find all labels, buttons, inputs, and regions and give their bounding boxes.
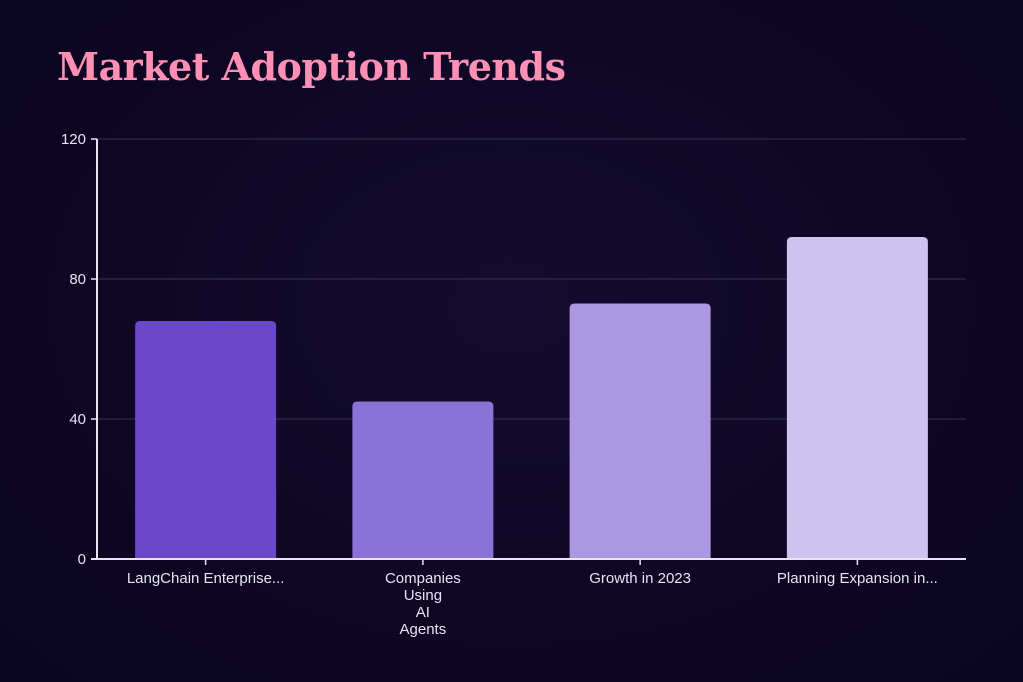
y-tick-label: 40 (69, 411, 86, 428)
x-tick-label: LangChain Enterprise... (127, 570, 285, 587)
axes (91, 138, 966, 565)
x-tick-label: Growth in 2023 (589, 570, 691, 587)
x-tick-label: Planning Expansion in... (777, 570, 938, 587)
y-tick-label: 80 (69, 271, 86, 288)
bar[interactable] (786, 237, 928, 559)
chart-title: Market Adoption Trends (57, 44, 566, 89)
y-tick-labels: 0 40 80 120 (61, 131, 86, 568)
x-tick-label: AI (416, 604, 430, 621)
y-tick-label: 0 (78, 551, 86, 568)
bars (135, 237, 928, 559)
x-tick-label: Companies (385, 570, 461, 587)
bar[interactable] (569, 303, 711, 560)
x-tick-label: Agents (400, 621, 447, 638)
x-tick-label: Using (404, 587, 442, 604)
bar[interactable] (135, 321, 277, 559)
x-tick-labels: LangChain Enterprise... CompaniesUsingAIA… (127, 570, 938, 638)
y-tick-label: 120 (61, 131, 86, 148)
bar[interactable] (352, 401, 494, 560)
